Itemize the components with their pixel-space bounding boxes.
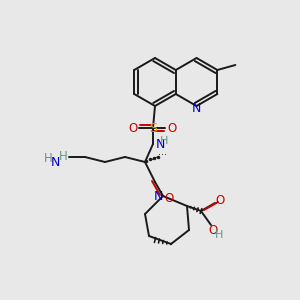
Text: ···: ··· — [158, 150, 167, 160]
Text: O: O — [128, 122, 138, 134]
Text: O: O — [164, 191, 174, 205]
Text: N: N — [153, 190, 163, 203]
Text: H: H — [58, 151, 68, 164]
Text: S: S — [149, 122, 157, 134]
Text: N: N — [50, 157, 60, 169]
Text: N: N — [192, 101, 201, 115]
Text: H: H — [215, 230, 223, 240]
Text: H: H — [160, 136, 168, 146]
Text: N: N — [156, 139, 165, 152]
Text: H: H — [44, 152, 52, 164]
Text: O: O — [167, 122, 177, 134]
Text: O: O — [208, 224, 217, 238]
Text: O: O — [215, 194, 225, 208]
